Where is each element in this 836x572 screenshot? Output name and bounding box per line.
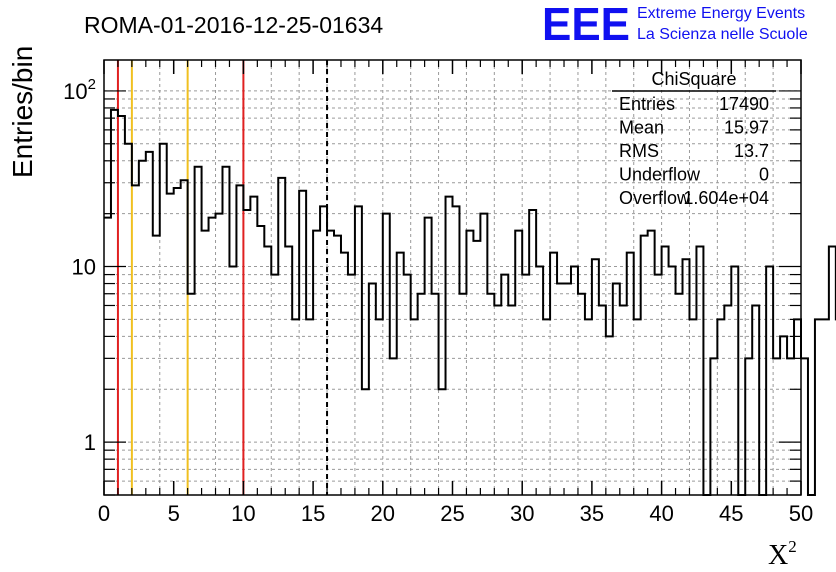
stats-row-value: 1.604e+04 (683, 188, 769, 208)
stats-row-value: 17490 (719, 94, 769, 114)
stats-row-label: Mean (619, 118, 664, 138)
stats-row-label: Underflow (619, 165, 701, 185)
stats-row-label: Entries (619, 94, 675, 114)
x-tick-label: 25 (440, 501, 464, 526)
x-tick-label: 40 (649, 501, 673, 526)
x-axis-title: X2 (768, 537, 797, 571)
y-tick-label: 1 (84, 430, 96, 455)
axes: 0 5 10 15 20 25 30 35 40 45 50 1 10 102 (63, 60, 813, 526)
stats-row-label: RMS (619, 141, 659, 161)
stats-row-value: 0 (759, 165, 769, 185)
stats-row-label: Overflow (619, 188, 691, 208)
histogram-line (104, 108, 836, 496)
x-tick-label: 30 (510, 501, 534, 526)
y-tick-label: 102 (63, 76, 96, 104)
y-axis-title: Entries/bin (7, 46, 38, 178)
y-tick-label: 10 (72, 255, 96, 280)
stats-row-value: 13.7 (734, 141, 769, 161)
x-tick-label: 20 (371, 501, 395, 526)
x-tick-label: 0 (98, 501, 110, 526)
x-tick-label: 50 (789, 501, 813, 526)
x-tick-label: 5 (168, 501, 180, 526)
chart-title: ROMA-01-2016-12-25-01634 (84, 12, 383, 38)
reference-lines (116, 60, 329, 495)
x-tick-label: 15 (301, 501, 325, 526)
eee-logo-line1: Extreme Energy Events (637, 5, 805, 22)
x-tick-label: 10 (231, 501, 255, 526)
eee-logo-line2: La Scienza nelle Scuole (637, 26, 808, 43)
eee-logo: EEE Extreme Energy Events La Scienza nel… (542, 0, 808, 50)
x-tick-label: 45 (719, 501, 743, 526)
eee-logo-letters: EEE (542, 0, 630, 50)
stats-row-value: 15.97 (724, 118, 769, 138)
stats-box: ChiSquare Entries 17490 Mean 15.97 RMS 13.7 Un… (612, 69, 776, 208)
x-axis-title-superscript: 2 (788, 537, 797, 556)
x-tick-label: 35 (580, 501, 604, 526)
stats-box-name: ChiSquare (651, 69, 736, 89)
